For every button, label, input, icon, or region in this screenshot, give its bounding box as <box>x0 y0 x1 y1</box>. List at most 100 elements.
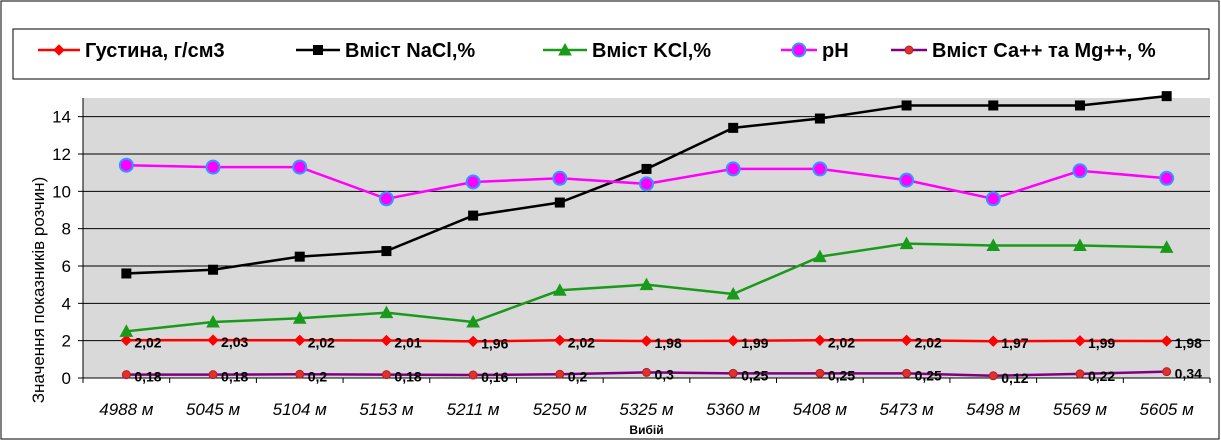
data-point <box>985 191 1001 207</box>
data-point <box>468 210 479 221</box>
legend-item: Вміст KCl,% <box>543 40 711 62</box>
legend <box>12 28 1210 80</box>
data-label: 2,02 <box>915 334 942 350</box>
data-point <box>642 367 651 377</box>
legend-marker <box>791 42 807 58</box>
data-label: 1,97 <box>1001 335 1028 351</box>
x-tick-label: 5473 м <box>879 400 934 419</box>
y-tick-label: 6 <box>62 257 71 276</box>
x-tick-label: 4988 м <box>99 400 154 419</box>
data-point <box>640 335 653 347</box>
data-label: 0,25 <box>828 367 855 383</box>
x-tick-label: 5498 м <box>966 400 1021 419</box>
data-point <box>554 334 566 347</box>
x-tick-label: 5045 м <box>186 400 241 419</box>
data-label: 0,3 <box>655 366 675 382</box>
data-label: 2,02 <box>308 334 335 350</box>
data-point <box>207 334 219 346</box>
data-label: 0,2 <box>568 368 588 384</box>
data-label: 0,16 <box>481 369 508 385</box>
data-label: 0,18 <box>221 369 248 385</box>
data-point <box>378 191 394 207</box>
x-axis-title: Вибій <box>629 423 663 437</box>
data-point <box>292 311 307 324</box>
y-tick-label: 4 <box>62 294 71 313</box>
data-labels: 0,18 0,18 0,2 0,18 0,16 0,2 0,3 0,25 0,25 0,25 0,1… <box>134 366 1202 386</box>
data-point <box>639 277 654 291</box>
legend-label: pH <box>822 40 849 62</box>
data-point <box>208 264 219 275</box>
data-point <box>119 324 134 337</box>
data-label: 1,98 <box>1175 335 1202 351</box>
data-point <box>294 334 306 347</box>
data-label: 0,18 <box>394 369 421 385</box>
legend-marker <box>904 45 914 55</box>
data-label: 2,02 <box>828 334 855 350</box>
data-label: 1,96 <box>481 335 508 351</box>
x-tick-label: 5408 м <box>793 400 848 419</box>
data-point <box>466 314 480 328</box>
data-point <box>988 371 998 381</box>
data-label: 1,99 <box>741 335 768 351</box>
y-tick-label: 8 <box>62 220 71 239</box>
data-point <box>379 305 394 319</box>
x-tick-label: 5250 м <box>533 400 588 419</box>
data-point <box>552 283 567 296</box>
data-point <box>205 159 221 175</box>
data-point <box>1074 100 1085 111</box>
series-2 <box>119 236 1174 337</box>
data-point <box>1161 91 1172 102</box>
data-point <box>121 370 131 380</box>
data-label: 0,22 <box>1088 368 1115 384</box>
y-tick-label: 12 <box>52 145 71 164</box>
data-point <box>727 335 739 347</box>
data-point <box>292 159 308 175</box>
y-tick-label: 2 <box>62 332 71 351</box>
data-label: 0,25 <box>741 367 768 383</box>
data-point <box>899 236 914 250</box>
series-1 <box>121 91 1172 279</box>
legend-item: pH <box>781 40 849 62</box>
data-point <box>728 122 739 133</box>
data-point <box>1073 238 1087 251</box>
data-label: 0,18 <box>134 369 161 385</box>
series-4 <box>121 367 1172 381</box>
data-label: 2,02 <box>568 334 595 350</box>
data-point <box>1159 170 1175 186</box>
legend-label: Вміст KCl,% <box>592 40 711 62</box>
data-label: 0,25 <box>915 367 942 383</box>
data-point <box>552 170 568 186</box>
data-point <box>295 369 305 379</box>
data-point <box>381 246 392 257</box>
data-point <box>1075 369 1085 379</box>
x-tick-label: 5211 м <box>447 400 500 419</box>
data-point <box>1072 163 1088 179</box>
y-tick-label: 14 <box>52 108 71 127</box>
data-point <box>901 100 912 111</box>
data-point <box>381 370 391 380</box>
data-point <box>554 197 565 208</box>
x-tick-label: 5605 м <box>1140 400 1195 419</box>
x-tick-label: 5360 м <box>706 400 761 419</box>
plot-area <box>83 98 1210 378</box>
data-point <box>639 176 654 192</box>
data-point <box>555 369 565 379</box>
data-point <box>813 249 827 263</box>
x-tick-label: 5104 м <box>273 400 328 419</box>
data-point <box>118 157 134 173</box>
data-point <box>380 334 393 347</box>
data-point <box>1162 367 1172 377</box>
legend-item: Густина, г/см3 <box>38 40 225 62</box>
data-point <box>987 335 999 347</box>
data-point <box>294 251 305 262</box>
series-3 <box>118 157 1175 207</box>
data-point <box>1159 240 1174 253</box>
legend-marker <box>558 42 572 56</box>
data-point <box>986 238 1001 251</box>
x-tick-label: 5325 м <box>619 400 674 419</box>
legend-label: Густина, г/см3 <box>85 40 225 62</box>
data-point <box>641 163 652 174</box>
data-point <box>900 334 913 347</box>
